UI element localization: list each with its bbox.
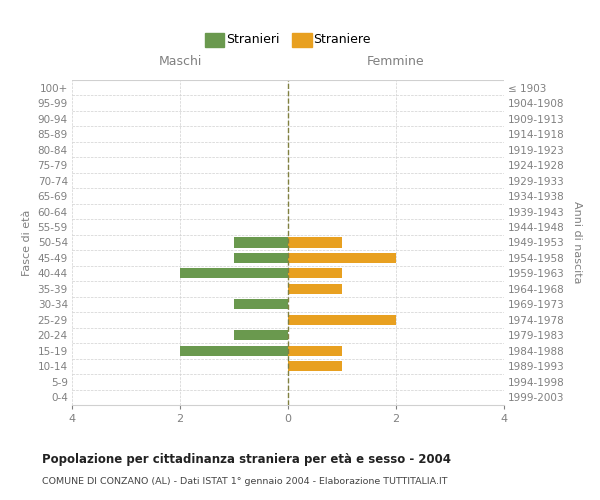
Bar: [288, 268, 342, 278]
Y-axis label: Anni di nascita: Anni di nascita: [572, 201, 581, 284]
Legend: Stranieri, Straniere: Stranieri, Straniere: [200, 28, 376, 51]
Bar: [234, 330, 288, 340]
Bar: [288, 346, 342, 356]
Text: COMUNE DI CONZANO (AL) - Dati ISTAT 1° gennaio 2004 - Elaborazione TUTTITALIA.IT: COMUNE DI CONZANO (AL) - Dati ISTAT 1° g…: [42, 478, 448, 486]
Text: Femmine: Femmine: [367, 54, 425, 68]
Bar: [288, 238, 342, 248]
Bar: [288, 315, 396, 325]
Bar: [234, 253, 288, 263]
Y-axis label: Fasce di età: Fasce di età: [22, 210, 32, 276]
Bar: [234, 300, 288, 310]
Bar: [234, 238, 288, 248]
Text: Maschi: Maschi: [158, 54, 202, 68]
Bar: [180, 346, 288, 356]
Bar: [288, 362, 342, 372]
Bar: [180, 268, 288, 278]
Text: Popolazione per cittadinanza straniera per età e sesso - 2004: Popolazione per cittadinanza straniera p…: [42, 452, 451, 466]
Bar: [288, 284, 342, 294]
Bar: [288, 253, 396, 263]
